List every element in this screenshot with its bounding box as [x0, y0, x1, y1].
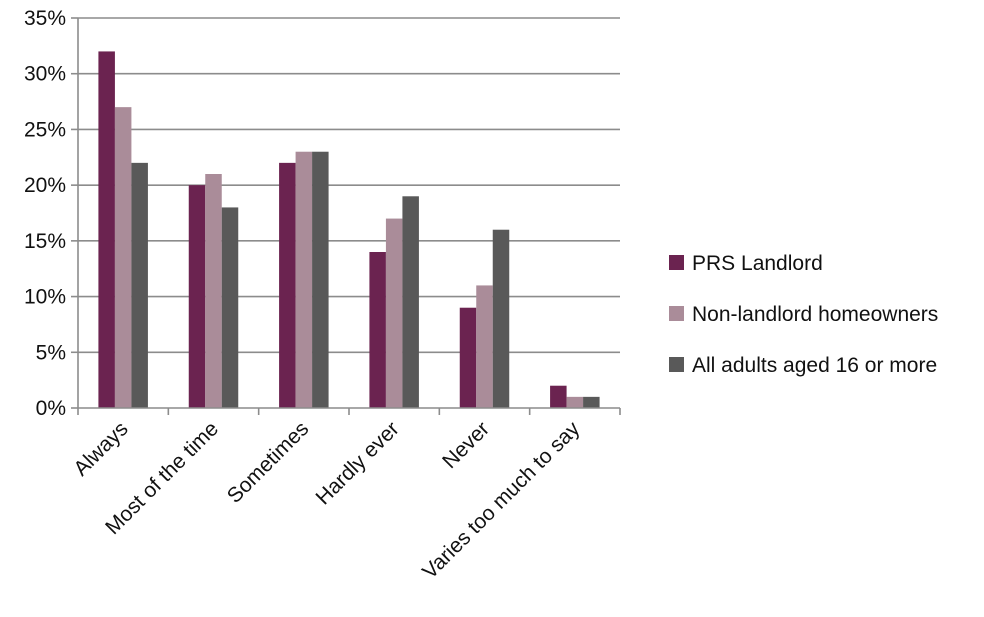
bar-prs-landlord-2 — [279, 162, 296, 408]
x-tick-label: Hardly ever — [312, 417, 404, 509]
x-tick-label: Always — [69, 417, 132, 480]
bar-all-adults-aged-16-or-more-1 — [221, 207, 239, 408]
bar-prs-landlord-0 — [98, 51, 115, 409]
bar-prs-landlord-1 — [188, 185, 206, 408]
y-tick-labels: 0% 5% 10% 15% 20% 25% 30% 35% — [24, 7, 66, 420]
bar-all-adults-aged-16-or-more-2 — [312, 151, 329, 408]
legend: PRS Landlord Non-landlord homeowners All a… — [669, 252, 938, 377]
bar-non-landlord-homeowners-3 — [385, 218, 403, 408]
legend-label: All adults aged 16 or more — [692, 354, 937, 377]
bar-non-landlord-homeowners-5 — [566, 396, 584, 408]
legend-swatch — [669, 255, 684, 270]
bar-non-landlord-homeowners-4 — [476, 285, 493, 408]
y-tick-label: 15% — [24, 230, 66, 253]
bar-all-adults-aged-16-or-more-3 — [402, 196, 419, 408]
legend-label: Non-landlord homeowners — [692, 303, 938, 326]
x-tick-label: Sometimes — [223, 417, 314, 508]
x-tick-label: Never — [438, 417, 494, 473]
bar-prs-landlord-4 — [459, 307, 477, 408]
legend-swatch — [669, 357, 684, 372]
y-tick-label: 10% — [24, 286, 66, 309]
bar-prs-landlord-3 — [369, 252, 386, 408]
y-tick-label: 5% — [36, 341, 66, 364]
y-tick-label: 30% — [24, 63, 66, 86]
legend-label: PRS Landlord — [692, 252, 823, 275]
bar-non-landlord-homeowners-1 — [205, 174, 222, 408]
legend-swatch — [669, 306, 684, 321]
bar-all-adults-aged-16-or-more-5 — [583, 396, 600, 408]
bar-non-landlord-homeowners-2 — [295, 151, 313, 408]
bar-all-adults-aged-16-or-more-4 — [492, 229, 510, 408]
axes — [71, 17, 621, 415]
x-tick-label: Varies too much to say — [418, 417, 585, 584]
y-tick-label: 35% — [24, 7, 66, 30]
y-tick-label: 20% — [24, 174, 66, 197]
y-tick-label: 25% — [24, 118, 66, 141]
bar-prs-landlord-5 — [550, 385, 567, 408]
gridlines — [78, 17, 620, 354]
y-tick-label: 0% — [36, 397, 66, 420]
bar-all-adults-aged-16-or-more-0 — [131, 162, 148, 408]
bars — [98, 51, 600, 409]
bar-non-landlord-homeowners-0 — [114, 107, 132, 409]
